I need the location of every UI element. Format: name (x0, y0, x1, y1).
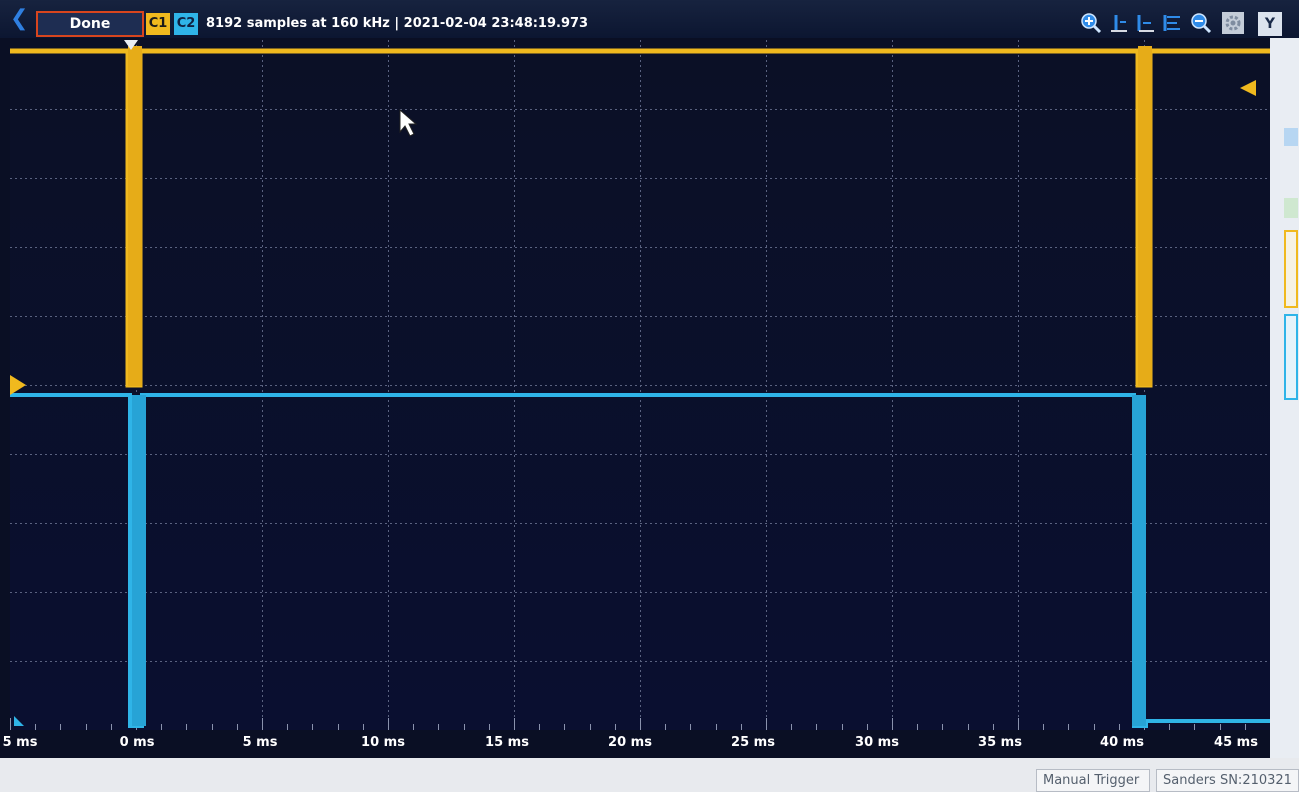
channel1-badge[interactable]: C1 (146, 13, 170, 35)
time-tick-label: 25 ms (731, 735, 775, 750)
align-left-icon[interactable] (1135, 12, 1157, 34)
y-axis-button[interactable]: Y (1258, 12, 1282, 36)
channel2-settings-panel[interactable] (1284, 314, 1298, 400)
align-bottom-icon[interactable] (1108, 12, 1130, 34)
channel2-offset-marker (14, 716, 24, 726)
manual-trigger-button[interactable]: Manual Trigger (1036, 769, 1150, 792)
done-button[interactable]: Done (36, 11, 144, 37)
time-axis: 5 ms 0 ms 5 ms 10 ms 15 ms 20 ms 25 ms 3… (0, 733, 1270, 757)
device-selector[interactable]: Sanders SN:210321 (1156, 769, 1299, 792)
channel2-pulse (132, 395, 146, 726)
time-tick-label: 20 ms (608, 735, 652, 750)
channel1-offset-marker (1240, 80, 1256, 96)
toolbar: ❮ Done C1 C2 8192 samples at 160 kHz | 2… (0, 0, 1299, 38)
time-tick-label: 45 ms (1214, 735, 1258, 750)
channel2-badge[interactable]: C2 (174, 13, 198, 35)
oscilloscope-plot[interactable] (10, 40, 1271, 730)
status-bar: Manual Trigger Sanders SN:210321 (0, 758, 1299, 792)
channel1-pulse (128, 46, 142, 386)
time-tick-label: 5 ms (2, 735, 38, 750)
zoom-in-icon[interactable] (1080, 12, 1102, 34)
channel2-pulse (1132, 395, 1146, 726)
side-panel-tab[interactable] (1284, 198, 1298, 218)
side-panel-tab[interactable] (1284, 128, 1298, 146)
time-tick-label: 0 ms (119, 735, 155, 750)
channel1-settings-panel[interactable] (1284, 230, 1298, 308)
zoom-out-icon[interactable] (1190, 12, 1212, 34)
trigger-time-marker (124, 40, 138, 50)
channel1-pulse (1138, 46, 1152, 386)
time-tick-label: 15 ms (485, 735, 529, 750)
time-tick-label: 30 ms (855, 735, 899, 750)
time-tick-label: 10 ms (361, 735, 405, 750)
waveform-canvas[interactable] (10, 40, 1271, 730)
time-tick-label: 5 ms (242, 735, 278, 750)
trigger-level-marker (10, 375, 26, 395)
align-lines-icon[interactable] (1161, 12, 1183, 34)
mouse-cursor-icon (399, 108, 418, 137)
settings-icon[interactable] (1222, 12, 1244, 34)
back-arrow-icon[interactable]: ❮ (10, 6, 29, 31)
side-panel[interactable] (1270, 38, 1299, 758)
acquisition-status: 8192 samples at 160 kHz | 2021-02-04 23:… (206, 16, 589, 31)
plot-grid (10, 40, 1271, 730)
time-tick-label: 35 ms (978, 735, 1022, 750)
time-tick-label: 40 ms (1100, 735, 1144, 750)
